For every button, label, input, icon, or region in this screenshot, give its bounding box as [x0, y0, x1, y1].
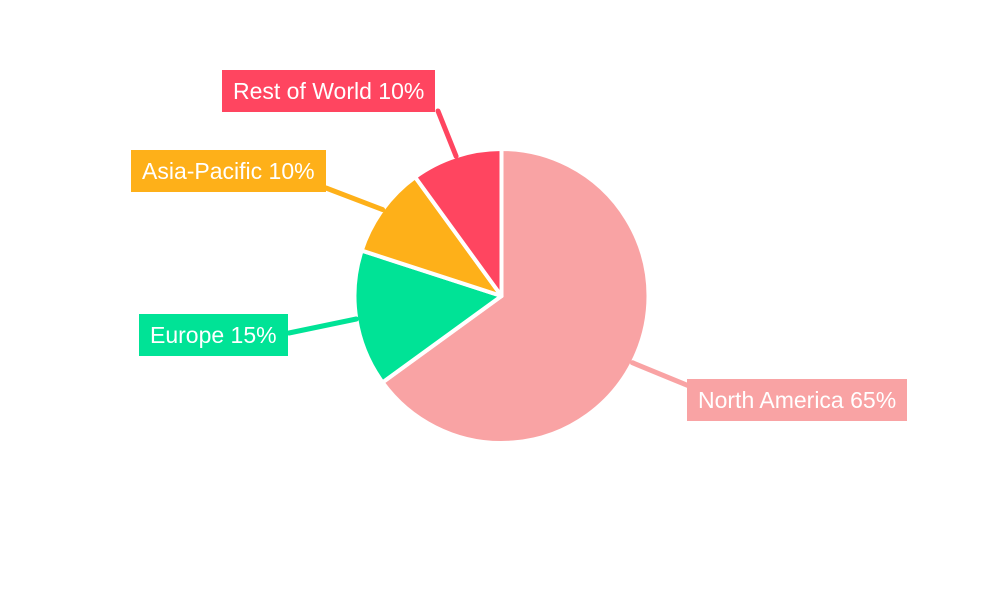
- callout-label-asia-pacific: Asia-Pacific 10%: [131, 150, 326, 192]
- leader-line-north-america: [629, 360, 692, 389]
- callout-label-europe: Europe 15%: [139, 314, 288, 356]
- leader-line-europe: [286, 316, 359, 336]
- callout-label-north-america: North America 65%: [687, 379, 908, 421]
- callout-label-rest-of-world: Rest of World 10%: [222, 70, 436, 112]
- leader-line-asia-pacific: [323, 185, 386, 213]
- leader-line-rest-of-world: [435, 108, 459, 159]
